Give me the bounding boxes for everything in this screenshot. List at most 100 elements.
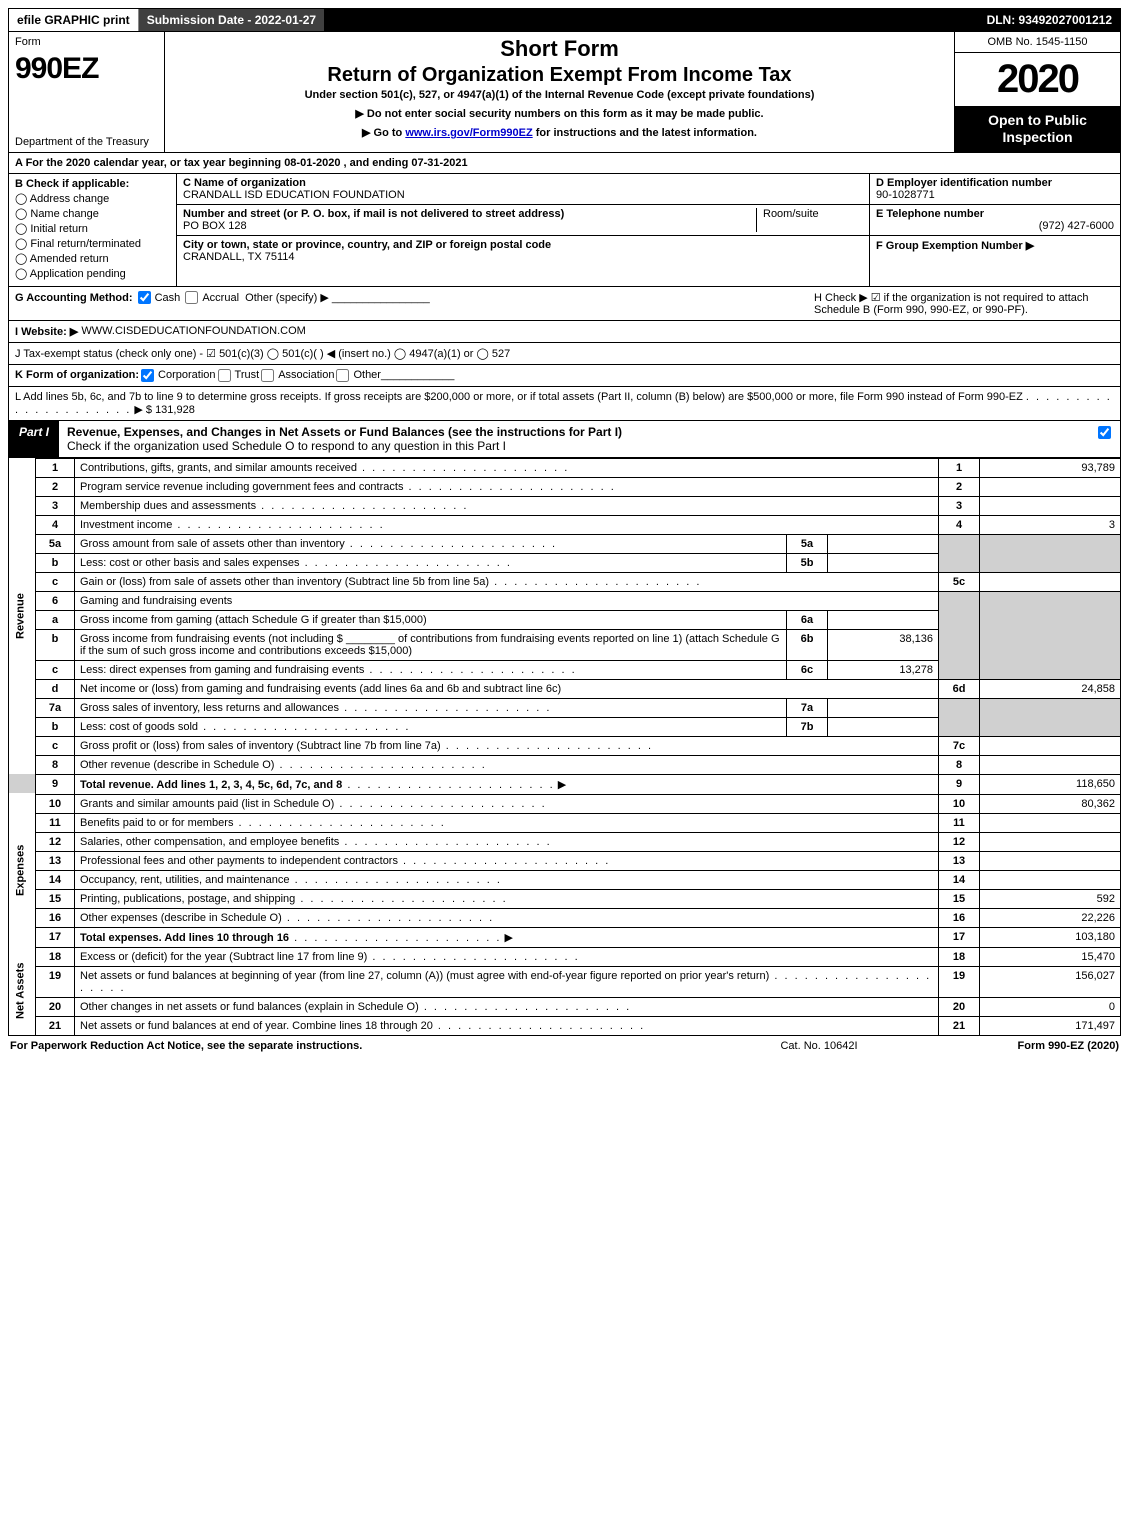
line10-value: 80,362 [980, 794, 1121, 813]
line5c-value [980, 572, 1121, 591]
line18-value: 15,470 [980, 947, 1121, 966]
line5b-value [828, 553, 939, 572]
header-left: Form 990EZ Department of the Treasury [9, 32, 165, 152]
chk-final-return[interactable]: ◯ Final return/terminated [15, 237, 170, 250]
line9-value: 118,650 [980, 774, 1121, 794]
line6c-value: 13,278 [828, 660, 939, 679]
org-name: CRANDALL ISD EDUCATION FOUNDATION [183, 189, 405, 201]
col-c-org-info: C Name of organization CRANDALL ISD EDUC… [177, 174, 869, 286]
row-i-website: I Website: ▶ WWW.CISDEDUCATIONFOUNDATION… [8, 321, 1121, 343]
header-center: Short Form Return of Organization Exempt… [165, 32, 954, 152]
org-name-label: C Name of organization [183, 177, 306, 189]
row-l-gross-receipts: L Add lines 5b, 6c, and 7b to line 9 to … [8, 387, 1121, 421]
line15-value: 592 [980, 889, 1121, 908]
row-h-schedule-b: H Check ▶ ☑ if the organization is not r… [814, 291, 1114, 316]
line11-value [980, 813, 1121, 832]
phone-value: (972) 427-6000 [876, 220, 1114, 232]
sidebar-expenses: Expenses [9, 794, 36, 947]
street-row: Number and street (or P. O. box, if mail… [177, 205, 869, 236]
efile-label[interactable]: efile GRAPHIC print [9, 9, 138, 31]
chk-trust[interactable] [218, 369, 231, 382]
submission-date[interactable]: Submission Date - 2022-01-27 [138, 9, 324, 31]
form-ref: Form 990-EZ (2020) [919, 1040, 1119, 1052]
top-bar: efile GRAPHIC print Submission Date - 20… [8, 8, 1121, 32]
room-suite: Room/suite [756, 208, 863, 232]
line14-value [980, 870, 1121, 889]
line19-value: 156,027 [980, 966, 1121, 997]
line13-value [980, 851, 1121, 870]
form-header: Form 990EZ Department of the Treasury Sh… [8, 32, 1121, 153]
website-url[interactable]: WWW.CISDEDUCATIONFOUNDATION.COM [81, 325, 305, 338]
irs-link[interactable]: www.irs.gov/Form990EZ [405, 127, 532, 139]
line4-value: 3 [980, 515, 1121, 534]
go-to-instructions: ▶ Go to www.irs.gov/Form990EZ for instru… [171, 126, 948, 139]
row-a-tax-year: A For the 2020 calendar year, or tax yea… [8, 153, 1121, 174]
line7a-value [828, 698, 939, 717]
org-info-grid: B Check if applicable: ◯ Address change … [8, 174, 1121, 287]
line6d-value: 24,858 [980, 679, 1121, 698]
line17-value: 103,180 [980, 927, 1121, 947]
line7c-value [980, 736, 1121, 755]
cat-no: Cat. No. 10642I [719, 1040, 919, 1052]
chk-application-pending[interactable]: ◯ Application pending [15, 267, 170, 280]
line1-value: 93,789 [980, 458, 1121, 477]
gross-receipts-amount: 131,928 [155, 404, 195, 416]
line8-value [980, 755, 1121, 774]
line6b-value: 38,136 [828, 629, 939, 660]
group-exemption-label: F Group Exemption Number ▶ [876, 240, 1034, 252]
phone-label: E Telephone number [876, 208, 984, 220]
city-label: City or town, state or province, country… [183, 239, 551, 251]
line2-value [980, 477, 1121, 496]
line20-value: 0 [980, 997, 1121, 1016]
chk-address-change[interactable]: ◯ Address change [15, 192, 170, 205]
department: Department of the Treasury [9, 132, 164, 152]
ein-label: D Employer identification number [876, 177, 1052, 189]
line5a-value [828, 534, 939, 553]
row-k-form-org: K Form of organization: Corporation Trus… [8, 365, 1121, 387]
city-row: City or town, state or province, country… [177, 236, 869, 266]
line16-value: 22,226 [980, 908, 1121, 927]
chk-accrual[interactable] [185, 291, 198, 304]
sidebar-net-assets: Net Assets [9, 947, 36, 1035]
chk-other-org[interactable] [336, 369, 349, 382]
form-word: Form [9, 32, 164, 52]
chk-initial-return[interactable]: ◯ Initial return [15, 222, 170, 235]
col-b-check-applicable: B Check if applicable: ◯ Address change … [9, 174, 177, 286]
do-not-enter-ssn: ▶ Do not enter social security numbers o… [171, 107, 948, 120]
go-to-pre: ▶ Go to [362, 127, 405, 139]
form-number: 990EZ [9, 52, 164, 92]
omb-number: OMB No. 1545-1150 [955, 32, 1120, 53]
line7b-value [828, 717, 939, 736]
dln: DLN: 93492027001212 [979, 9, 1120, 31]
chk-cash[interactable] [138, 291, 151, 304]
street-label: Number and street (or P. O. box, if mail… [183, 208, 564, 220]
chk-corporation[interactable] [141, 369, 154, 382]
row-g-h: G Accounting Method: Cash Accrual Other … [8, 287, 1121, 321]
part1-header: Part I Revenue, Expenses, and Changes in… [8, 421, 1121, 458]
part1-lines-table: Revenue 1 Contributions, gifts, grants, … [8, 458, 1121, 1036]
under-section: Under section 501(c), 527, or 4947(a)(1)… [171, 89, 948, 101]
part1-check[interactable] [1090, 421, 1120, 457]
return-title: Return of Organization Exempt From Incom… [171, 64, 948, 87]
ein-value: 90-1028771 [876, 189, 935, 201]
part1-label: Part I [9, 421, 59, 457]
line3-value [980, 496, 1121, 515]
line21-value: 171,497 [980, 1016, 1121, 1035]
tax-year: 2020 [955, 53, 1120, 106]
col-b-heading: B Check if applicable: [15, 178, 170, 190]
row-j-tax-exempt: J Tax-exempt status (check only one) - ☑… [8, 343, 1121, 365]
header-right: OMB No. 1545-1150 2020 Open to Public In… [954, 32, 1120, 152]
go-to-post: for instructions and the latest informat… [536, 127, 757, 139]
chk-association[interactable] [261, 369, 274, 382]
line6a-value [828, 610, 939, 629]
sidebar-revenue: Revenue [9, 458, 36, 774]
page-footer: For Paperwork Reduction Act Notice, see … [8, 1036, 1121, 1056]
line12-value [980, 832, 1121, 851]
street: PO BOX 128 [183, 220, 247, 232]
city: CRANDALL, TX 75114 [183, 251, 294, 263]
phone-row: E Telephone number (972) 427-6000 [870, 205, 1120, 236]
part1-title: Revenue, Expenses, and Changes in Net As… [59, 421, 1090, 457]
open-to-public: Open to Public Inspection [955, 106, 1120, 152]
chk-name-change[interactable]: ◯ Name change [15, 207, 170, 220]
chk-amended-return[interactable]: ◯ Amended return [15, 252, 170, 265]
